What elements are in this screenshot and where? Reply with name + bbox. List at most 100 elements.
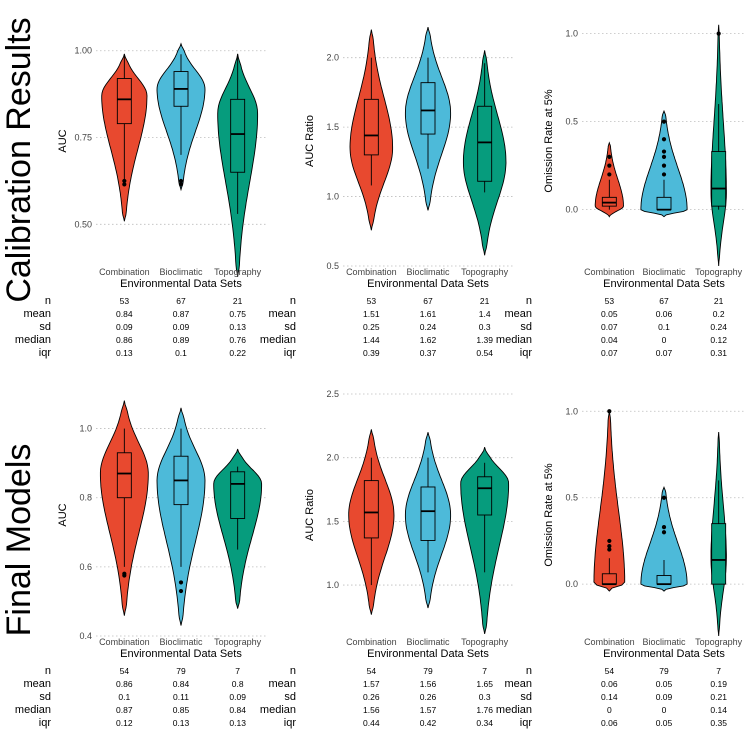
outlier-point: [607, 547, 612, 552]
stat-label-median: median: [15, 334, 51, 346]
stat-value-mean: 0.06: [601, 679, 618, 689]
stat-value-sd: 0.26: [363, 692, 380, 702]
stat-label-iqr: iqr: [39, 717, 52, 729]
stat-value-mean: 0.05: [656, 679, 673, 689]
boxplot-box: [711, 523, 727, 585]
y-tick-label: 1.0: [565, 406, 578, 416]
stat-value-iqr: 0.12: [116, 718, 133, 728]
stat-value-mean: 0.87: [173, 309, 190, 319]
stat-value-median: 0.87: [116, 705, 133, 715]
stat-label-sd: sd: [39, 321, 51, 333]
outlier-point: [661, 119, 667, 124]
stat-label-iqr: iqr: [520, 347, 533, 359]
stat-value-sd: 0.07: [601, 322, 618, 332]
boxplot-box: [601, 573, 617, 585]
stat-value-mean: 1.57: [363, 679, 380, 689]
stat-value-iqr: 0.05: [656, 718, 673, 728]
stat-label-n: n: [290, 665, 296, 677]
stat-label-mean: mean: [23, 308, 51, 320]
outlier-point: [178, 178, 184, 184]
stat-value-median: 0.84: [229, 705, 246, 715]
y-tick-label: 0.5: [326, 261, 339, 271]
y-tick-label: 0.5: [565, 493, 578, 503]
stat-value-n: 54: [605, 666, 615, 676]
stat-label-median: median: [496, 334, 532, 346]
y-tick-label: 1.0: [326, 580, 339, 590]
y-tick-label: 0.6: [79, 562, 92, 572]
stat-value-n: 54: [120, 666, 130, 676]
stat-value-sd: 0.3: [479, 322, 491, 332]
boxplot-box: [116, 78, 132, 125]
boxplot-box: [363, 98, 379, 156]
stat-value-mean: 1.65: [476, 679, 493, 689]
stat-value-iqr: 0.13: [116, 348, 133, 358]
stat-value-n: 53: [367, 296, 377, 306]
stat-value-mean: 0.84: [173, 679, 190, 689]
boxplot-box: [230, 98, 246, 173]
stat-value-sd: 0.21: [710, 692, 727, 702]
stat-label-sd: sd: [284, 321, 296, 333]
boxplot-box: [420, 486, 436, 541]
stat-value-sd: 0.11: [173, 692, 189, 702]
boxplot-box: [477, 105, 493, 182]
y-tick-label: 1.5: [326, 516, 339, 526]
y-axis-label: Omission Rate at 5%: [543, 89, 555, 193]
stat-label-mean: mean: [268, 678, 296, 690]
x-tick-label: Bioclimatic: [406, 637, 450, 647]
boxplot-box: [230, 471, 246, 519]
outlier-point: [122, 178, 127, 184]
stat-value-iqr: 0.37: [420, 348, 437, 358]
stat-value-mean: 1.61: [420, 309, 437, 319]
stat-value-iqr: 0.39: [363, 348, 380, 358]
outlier-point: [661, 149, 667, 154]
stat-value-sd: 0.14: [601, 692, 618, 702]
y-tick-label: 0.4: [79, 631, 92, 641]
outlier-point: [607, 172, 612, 177]
x-tick-label: Combination: [584, 267, 635, 277]
x-tick-label: Topography: [461, 267, 509, 277]
stat-value-sd: 0.09: [656, 692, 673, 702]
outlier-point: [607, 154, 612, 159]
stat-label-sd: sd: [284, 691, 296, 703]
stat-label-median: median: [15, 704, 51, 716]
boxplot-box: [363, 480, 379, 539]
y-axis-label: AUC: [57, 129, 69, 152]
y-tick-label: 2.0: [326, 53, 339, 63]
boxplot-box: [116, 452, 132, 499]
stat-value-n: 67: [423, 296, 433, 306]
stat-value-iqr: 0.1: [175, 348, 187, 358]
stat-value-iqr: 0.13: [229, 718, 246, 728]
panel-fin-ratio: 1.0 1.5 2.0 2.5 AUC Ratio Combination Bioclima…: [260, 389, 513, 729]
y-tick-label: 2.0: [326, 453, 339, 463]
boxplot-box: [477, 476, 493, 516]
stat-value-n: 21: [714, 296, 724, 306]
y-tick-label: 0.8: [79, 493, 92, 503]
stat-value-iqr: 0.07: [601, 348, 618, 358]
y-tick-label: 0.75: [74, 133, 92, 143]
panel-fin-auc: 0.4 0.6 0.8 1.0 AUC Combination Bioclimatic Top…: [15, 400, 266, 729]
stat-value-mean: 1.51: [363, 309, 380, 319]
outlier-point: [661, 137, 667, 142]
stat-value-n: 21: [233, 296, 243, 306]
stat-value-mean: 0.19: [710, 679, 727, 689]
stat-value-sd: 0.24: [420, 322, 437, 332]
stat-value-median: 1.62: [420, 335, 437, 345]
outlier-point: [661, 163, 667, 168]
x-tick-label: Topography: [214, 267, 262, 277]
stat-value-n: 67: [176, 296, 186, 306]
stat-value-sd: 0.24: [710, 322, 727, 332]
stat-value-median: 0: [662, 335, 667, 345]
stat-value-sd: 0.09: [229, 692, 246, 702]
y-axis-label: AUC: [57, 503, 69, 526]
stat-value-sd: 0.1: [658, 322, 670, 332]
stat-label-mean: mean: [23, 678, 51, 690]
x-axis-label: Environmental Data Sets: [603, 278, 725, 290]
x-tick-label: Bioclimatic: [159, 637, 203, 647]
violin-combination: [593, 410, 626, 592]
panel-fin-omission: 0.0 0.5 1.0 Omission Rate at 5% Combination B…: [496, 406, 746, 729]
stat-label-iqr: iqr: [284, 717, 297, 729]
y-tick-label: 1.0: [565, 29, 578, 39]
stat-value-mean: 0.84: [116, 309, 133, 319]
stat-value-n: 7: [482, 666, 487, 676]
